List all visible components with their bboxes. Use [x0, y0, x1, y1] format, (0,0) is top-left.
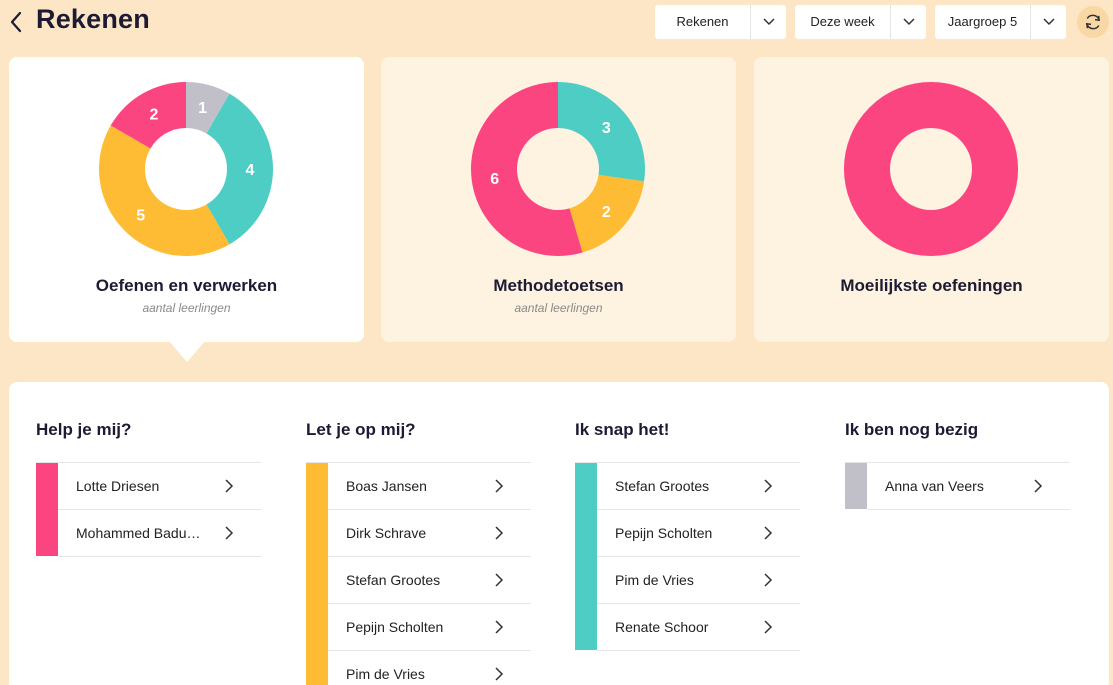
- chevron-right-icon: [762, 478, 774, 499]
- selection-pointer: [168, 340, 206, 362]
- card-methodetoetsen[interactable]: 3 2 6 Methodetoetsen aantal leerlingen: [381, 57, 736, 342]
- group-title: Ik snap het!: [575, 420, 670, 439]
- donut-slice: [843, 81, 1019, 256]
- student-list: Lotte Driesen Mohammed Baduhadi: [36, 462, 261, 557]
- card-title: Moeilijkste oefeningen: [840, 276, 1023, 295]
- student-row[interactable]: Stefan Grootes: [328, 557, 531, 604]
- group-title: Let je op mij?: [306, 420, 416, 439]
- group-title: Ik ben nog bezig: [845, 420, 979, 439]
- slice-value-label: 2: [602, 204, 611, 221]
- slice-value-label: 2: [150, 107, 159, 124]
- student-groups-panel: Help je mij? Lotte Driesen Mohammed Baduh…: [9, 382, 1109, 685]
- card-oefenen-en-verwerken[interactable]: 1 4 5 2 Oefenen en verwerken aantal leerlin…: [9, 57, 364, 342]
- slice-value-label: 6: [490, 171, 499, 188]
- period-dropdown[interactable]: Deze week: [795, 5, 926, 39]
- donut-slice: [99, 125, 230, 256]
- donut-slice: [470, 82, 583, 256]
- subject-dropdown[interactable]: Rekenen: [655, 5, 786, 39]
- slice-value-label: 4: [246, 162, 255, 179]
- chevron-down-icon: [890, 5, 926, 39]
- student-row[interactable]: Renate Schoor: [597, 604, 800, 651]
- student-list: Stefan Grootes Pepijn Scholten Pim de Vrie…: [575, 462, 800, 651]
- slice-value-label: 3: [602, 120, 611, 137]
- student-name: Stefan Grootes: [346, 572, 441, 588]
- chevron-right-icon: [493, 666, 505, 685]
- card-title: Methodetoetsen: [493, 276, 624, 295]
- group-help-je-mij: Help je mij? Lotte Driesen Mohammed Baduh…: [36, 420, 261, 557]
- chevron-right-icon: [493, 525, 505, 546]
- student-name: Stefan Grootes: [615, 478, 710, 494]
- donut-chart: 3 2 6: [470, 82, 645, 256]
- chevron-right-icon: [762, 525, 774, 546]
- group-let-je-op-mij: Let je op mij? Boas Jansen Dirk Schrave St…: [306, 420, 531, 685]
- page-title: Rekenen: [36, 4, 150, 34]
- back-button[interactable]: [6, 9, 26, 35]
- student-row[interactable]: Dirk Schrave: [328, 510, 531, 557]
- card-moeilijkste-oefeningen[interactable]: Moeilijkste oefeningen: [754, 57, 1109, 342]
- donut-slice: [569, 174, 645, 253]
- period-dropdown-label: Deze week: [810, 14, 875, 29]
- student-row[interactable]: Pepijn Scholten: [597, 510, 800, 557]
- chevron-right-icon: [1032, 478, 1044, 499]
- chevron-right-icon: [493, 478, 505, 499]
- student-name: Anna van Veers: [885, 478, 984, 494]
- student-row[interactable]: Anna van Veers: [867, 463, 1070, 510]
- grade-dropdown[interactable]: Jaargroep 5: [935, 5, 1066, 39]
- student-name: Pepijn Scholten: [346, 619, 444, 635]
- chevron-down-icon: [1030, 5, 1066, 39]
- student-name: Pim de Vries: [615, 572, 694, 588]
- card-subtitle: aantal leerlingen: [514, 301, 603, 315]
- donut-chart: 1 4 5 2: [99, 82, 273, 256]
- chevron-right-icon: [762, 619, 774, 640]
- student-row[interactable]: Mohammed Baduhadi: [58, 510, 261, 557]
- student-row[interactable]: Lotte Driesen: [58, 463, 261, 510]
- student-list: Anna van Veers: [845, 462, 1070, 510]
- student-row[interactable]: Stefan Grootes: [597, 463, 800, 510]
- group-ik-snap-het: Ik snap het! Stefan Grootes Pepijn Scholt…: [575, 420, 800, 651]
- student-list: Boas Jansen Dirk Schrave Stefan Grootes Pep…: [306, 462, 531, 685]
- student-name: Boas Jansen: [346, 478, 427, 494]
- student-name: Renate Schoor: [615, 619, 709, 635]
- donut-chart: [843, 81, 1019, 256]
- group-color-bar: [306, 463, 328, 685]
- chevron-right-icon: [762, 572, 774, 593]
- chevron-right-icon: [493, 619, 505, 640]
- donut-slice: [558, 82, 645, 182]
- student-row[interactable]: Pim de Vries: [328, 651, 531, 685]
- student-row[interactable]: Pepijn Scholten: [328, 604, 531, 651]
- donut-slice: [110, 82, 186, 149]
- student-row[interactable]: Boas Jansen: [328, 463, 531, 510]
- refresh-button[interactable]: [1077, 6, 1109, 38]
- group-ik-ben-nog-bezig: Ik ben nog bezig Anna van Veers: [845, 420, 1070, 510]
- chevron-right-icon: [223, 525, 235, 546]
- student-row[interactable]: Pim de Vries: [597, 557, 800, 604]
- group-color-bar: [575, 463, 597, 650]
- group-title: Help je mij?: [36, 420, 132, 439]
- refresh-icon: [1085, 14, 1101, 30]
- grade-dropdown-label: Jaargroep 5: [947, 14, 1018, 29]
- student-name: Pepijn Scholten: [615, 525, 713, 541]
- student-name: Dirk Schrave: [346, 525, 427, 541]
- header: Rekenen Rekenen Deze week Jaargroep 5: [0, 0, 1113, 44]
- donut-slice: [186, 82, 230, 134]
- subject-dropdown-label: Rekenen: [676, 14, 729, 29]
- student-name: Mohammed Baduhadi: [76, 525, 206, 541]
- student-name: Lotte Driesen: [76, 478, 160, 494]
- slice-value-label: 5: [136, 207, 145, 224]
- chevron-right-icon: [493, 572, 505, 593]
- chevron-down-icon: [750, 5, 786, 39]
- donut-slice: [206, 93, 273, 245]
- student-name: Pim de Vries: [346, 666, 425, 682]
- card-title: Oefenen en verwerken: [95, 276, 278, 295]
- card-subtitle: aantal leerlingen: [142, 301, 231, 315]
- group-color-bar: [845, 463, 867, 509]
- group-color-bar: [36, 463, 58, 556]
- chevron-right-icon: [223, 478, 235, 499]
- slice-value-label: 1: [198, 100, 207, 117]
- chevron-left-icon: [10, 11, 22, 33]
